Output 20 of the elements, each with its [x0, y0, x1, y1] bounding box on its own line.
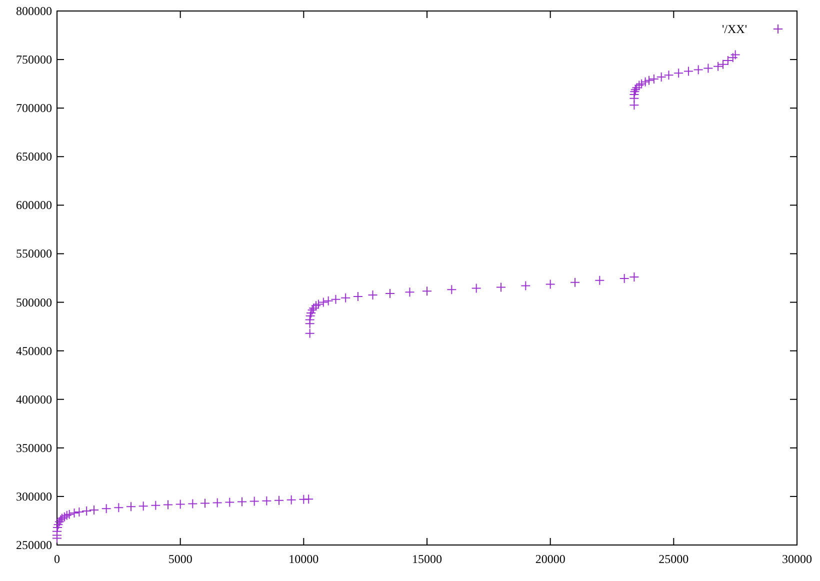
y-tick-label: 500000: [16, 295, 52, 310]
y-tick-label: 350000: [16, 440, 52, 455]
x-tick-label: 15000: [412, 552, 442, 566]
y-tick-label: 450000: [16, 344, 52, 358]
x-tick-label: 0: [54, 552, 60, 566]
y-tick-label: 250000: [16, 538, 52, 552]
legend-label: '/XX': [722, 22, 747, 36]
x-tick-label: 20000: [535, 552, 566, 566]
y-tick-label: 600000: [16, 198, 52, 212]
x-tick-label: 10000: [288, 552, 319, 566]
y-tick-label: 750000: [16, 52, 52, 67]
y-tick-label: 800000: [16, 4, 52, 18]
x-tick-label: 25000: [658, 552, 689, 566]
x-tick-label: 30000: [782, 552, 812, 566]
y-tick-label: 300000: [16, 489, 52, 504]
y-tick-label: 400000: [16, 392, 52, 406]
x-tick-label: 5000: [168, 552, 192, 566]
y-tick-label: 550000: [16, 246, 52, 261]
y-tick-label: 650000: [16, 150, 52, 164]
y-tick-label: 700000: [16, 101, 52, 116]
